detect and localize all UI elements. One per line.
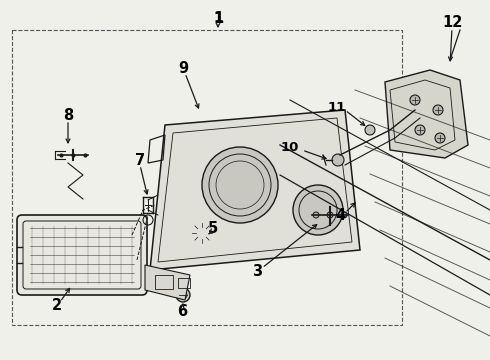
Text: 10: 10: [281, 140, 299, 153]
Text: 9: 9: [178, 60, 188, 76]
Text: 5: 5: [208, 220, 218, 235]
Bar: [155, 275, 173, 289]
Circle shape: [327, 212, 333, 218]
Circle shape: [365, 125, 375, 135]
Bar: [178, 278, 190, 288]
Text: 12: 12: [443, 14, 463, 30]
Text: 2: 2: [52, 297, 62, 312]
Polygon shape: [385, 70, 468, 158]
Circle shape: [202, 147, 278, 223]
Text: 6: 6: [177, 305, 187, 320]
Circle shape: [313, 212, 319, 218]
Polygon shape: [145, 265, 190, 300]
Bar: [12, 30, 402, 325]
Text: 4: 4: [335, 207, 345, 222]
Circle shape: [332, 154, 344, 166]
Text: 1: 1: [213, 11, 223, 25]
Circle shape: [293, 185, 343, 235]
Text: 11: 11: [328, 100, 346, 113]
Text: 1: 1: [213, 10, 223, 26]
Text: 8: 8: [63, 108, 73, 122]
Circle shape: [192, 223, 212, 243]
Circle shape: [341, 212, 347, 218]
Text: 3: 3: [252, 265, 262, 279]
FancyBboxPatch shape: [17, 215, 147, 295]
Polygon shape: [150, 110, 360, 270]
Circle shape: [410, 95, 420, 105]
Circle shape: [433, 105, 443, 115]
Circle shape: [176, 288, 190, 302]
Circle shape: [435, 133, 445, 143]
Text: 7: 7: [135, 153, 145, 167]
Circle shape: [415, 125, 425, 135]
